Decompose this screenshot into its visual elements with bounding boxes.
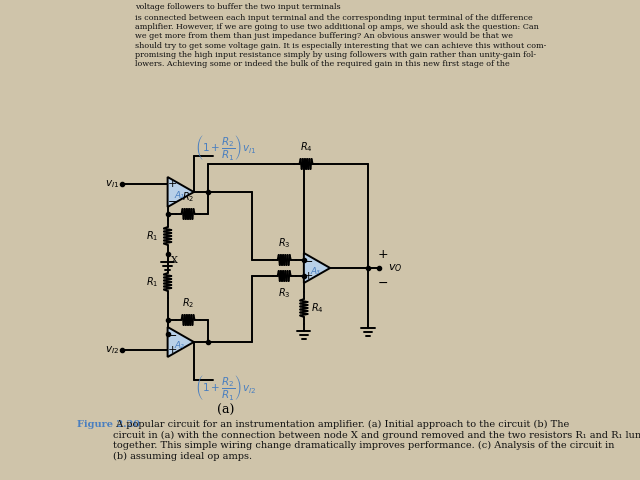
Text: $R_1$: $R_1$	[147, 229, 159, 243]
Text: Figure 2.20: Figure 2.20	[77, 420, 140, 429]
Polygon shape	[168, 327, 194, 357]
Text: $R_4$: $R_4$	[311, 301, 324, 315]
Text: A₂: A₂	[174, 341, 184, 350]
Text: $R_2$: $R_2$	[182, 190, 194, 204]
Text: is connected between each input terminal and the corresponding input terminal of: is connected between each input terminal…	[135, 14, 546, 68]
Text: $-$: $-$	[303, 255, 314, 265]
Text: voltage followers to buffer the two input terminals: voltage followers to buffer the two inpu…	[135, 3, 340, 11]
Text: A₁: A₁	[174, 192, 184, 201]
Polygon shape	[304, 253, 330, 283]
Text: $R_3$: $R_3$	[278, 286, 291, 300]
Text: $\left(1+\dfrac{R_2}{R_1}\right)v_{I1}$: $\left(1+\dfrac{R_2}{R_1}\right)v_{I1}$	[195, 133, 257, 163]
Text: (a): (a)	[217, 404, 235, 417]
Text: $-$: $-$	[377, 276, 388, 288]
Text: $v_O$: $v_O$	[388, 262, 402, 274]
Text: $R_3$: $R_3$	[278, 236, 291, 250]
Text: +: +	[167, 179, 177, 189]
Text: $\left(1+\dfrac{R_2}{R_1}\right)v_{I2}$: $\left(1+\dfrac{R_2}{R_1}\right)v_{I2}$	[195, 373, 257, 403]
Text: +: +	[167, 345, 177, 355]
Text: $R_4$: $R_4$	[300, 140, 312, 154]
Text: X: X	[172, 256, 179, 265]
Text: $R_1$: $R_1$	[147, 275, 159, 289]
Text: $R_2$: $R_2$	[182, 296, 194, 310]
Text: $v_{I1}$: $v_{I1}$	[104, 178, 119, 190]
Text: A₃: A₃	[310, 267, 321, 276]
Text: +: +	[303, 271, 313, 281]
Polygon shape	[168, 177, 194, 207]
Text: $-$: $-$	[167, 329, 177, 339]
Text: +: +	[377, 248, 388, 261]
Text: $v_{I2}$: $v_{I2}$	[105, 344, 119, 356]
Text: A popular circuit for an instrumentation amplifier. (a) Initial approach to the : A popular circuit for an instrumentation…	[113, 420, 640, 461]
Text: $-$: $-$	[167, 195, 177, 205]
